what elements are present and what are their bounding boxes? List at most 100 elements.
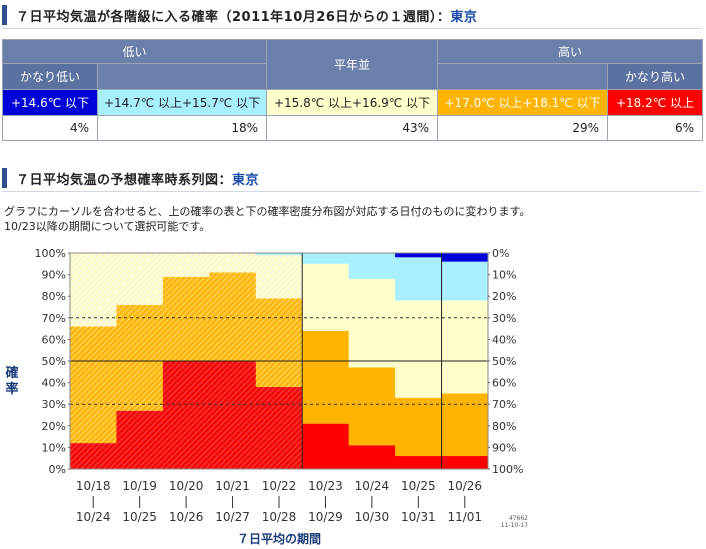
bar-segment-very-low <box>441 253 489 262</box>
header-bar <box>2 5 7 25</box>
x-tick-end: 10/28 <box>262 510 297 524</box>
y-axis-label: 率 <box>5 381 18 397</box>
title-text: ７日平均気温が各階級に入る確率（2011年10月26日からの１週間）： <box>16 10 451 25</box>
x-tick-end: 10/26 <box>169 510 204 524</box>
group-normal: 平年並 <box>266 39 439 90</box>
y-tick-label-right: 40% <box>492 333 516 346</box>
bar-segment-normal <box>209 253 257 273</box>
x-tick-end: 10/25 <box>122 510 157 524</box>
description-line-1: グラフにカーソルを合わせると、上の確率の表と下の確率密度分布図が対応する日付のも… <box>4 205 531 218</box>
bar-segment-high <box>209 272 257 361</box>
sub-very-low: かなり低い <box>2 63 98 90</box>
x-tick-start: 10/24 <box>355 479 390 493</box>
pct-high: 29% <box>437 115 609 141</box>
plot-frame <box>69 252 489 470</box>
x-tick-start: 10/18 <box>76 479 111 493</box>
bar-segment-normal <box>255 255 303 299</box>
x-axis-label: ７日平均の期間 <box>237 531 321 546</box>
title-text: ７日平均気温の予想確率時系列図： <box>16 173 233 188</box>
y-axis-label: 確 <box>5 365 18 381</box>
x-tick-end: 10/24 <box>76 510 111 524</box>
y-tick-label-left: 40% <box>42 377 66 390</box>
y-tick-label-right: 80% <box>492 420 516 433</box>
bar-segment-high <box>116 304 164 411</box>
bar-segment-high <box>70 326 117 444</box>
x-tick-end: 10/29 <box>308 510 343 524</box>
pct-low: 18% <box>96 115 268 141</box>
description-line-2: 10/23以降の期間について選択可能です。 <box>4 220 211 233</box>
header-bar <box>2 168 7 188</box>
group-low: 低い <box>1 39 268 64</box>
range-high: +17.0℃ 以上+18.1℃ 以下 <box>437 89 609 116</box>
bar-segment-high <box>348 367 396 446</box>
bar-segment-very-low <box>395 253 443 258</box>
bar-segment-very-high <box>441 456 489 469</box>
bar-segment-low <box>348 253 396 279</box>
probability-table: 低い 平年並 高い かなり低い かなり高い +14.6℃ 以下 +14.7℃ 以… <box>1 39 704 141</box>
range-very-high: +18.2℃ 以上 <box>607 89 704 116</box>
y-tick-label-left: 0% <box>49 463 66 476</box>
pct-very-low: 4% <box>2 115 98 141</box>
y-tick-label-left: 90% <box>42 269 66 282</box>
bar-segment-very-high <box>116 410 164 469</box>
bar-segment-high <box>395 397 443 457</box>
bar-segment-very-high <box>302 423 350 469</box>
bar-segment-low <box>255 253 303 256</box>
section-header-timeseries: ７日平均気温の予想確率時系列図：東京 <box>2 165 702 192</box>
range-normal: +15.8℃ 以上+16.9℃ 以下 <box>266 89 439 116</box>
bar-segment-very-high <box>70 443 117 469</box>
y-tick-label-left: 20% <box>42 420 66 433</box>
bar-segment-normal <box>441 300 489 394</box>
y-tick-label-right: 30% <box>492 312 516 325</box>
bar-segment-very-high <box>395 456 443 469</box>
y-tick-label-left: 10% <box>42 441 66 454</box>
bar-segment-very-high <box>162 361 210 469</box>
bar-segment-normal <box>348 278 396 368</box>
x-tick-end: 10/30 <box>355 510 390 524</box>
y-tick-label-left: 30% <box>42 398 66 411</box>
x-tick-end: 10/27 <box>215 510 250 524</box>
x-tick-end: 11/01 <box>447 510 482 524</box>
y-tick-label-right: 100% <box>492 463 523 476</box>
city-name: 東京 <box>232 173 260 188</box>
y-tick-label-right: 20% <box>492 290 516 303</box>
sub-very-high: かなり高い <box>607 63 704 90</box>
section-title: ７日平均気温の予想確率時系列図：東京 <box>16 169 259 188</box>
y-tick-label-left: 70% <box>42 312 66 325</box>
bar-segment-low <box>302 253 350 264</box>
y-tick-label-right: 50% <box>492 355 516 368</box>
pct-very-high: 6% <box>607 115 704 141</box>
y-tick-label-right: 90% <box>492 441 516 454</box>
bar-segment-normal <box>116 253 164 305</box>
bar-segment-low <box>441 261 489 301</box>
bar-segment-normal <box>162 253 210 277</box>
y-tick-label-right: 10% <box>492 269 516 282</box>
bar-segment-very-high <box>209 361 257 469</box>
section-title: ７日平均気温が各階級に入る確率（2011年10月26日からの１週間）：東京 <box>16 6 477 25</box>
x-tick-start: 10/20 <box>169 479 204 493</box>
range-very-low: +14.6℃ 以下 <box>2 89 98 116</box>
sub-low-empty <box>96 63 268 90</box>
bar-segment-normal <box>302 263 350 331</box>
section-header-probability: ７日平均気温が各階級に入る確率（2011年10月26日からの１週間）：東京 <box>2 2 702 29</box>
bar-segment-very-high <box>255 386 303 469</box>
bar-segment-very-high <box>348 445 396 469</box>
y-tick-label-left: 80% <box>42 290 66 303</box>
bar-segment-high <box>162 276 210 361</box>
bar-segment-high <box>255 298 303 387</box>
x-tick-start: 10/23 <box>308 479 343 493</box>
bar-segment-high <box>302 330 350 424</box>
bar-segment-normal <box>70 253 117 327</box>
bar-segment-high <box>441 393 489 457</box>
y-tick-label-left: 60% <box>42 333 66 346</box>
y-tick-label-left: 50% <box>42 355 66 368</box>
group-high: 高い <box>437 39 704 64</box>
bar-segment-normal <box>395 300 443 398</box>
pct-normal: 43% <box>266 115 439 141</box>
city-name: 東京 <box>450 10 478 25</box>
x-tick-start: 10/19 <box>122 479 157 493</box>
x-tick-start: 10/25 <box>401 479 436 493</box>
x-tick-start: 10/21 <box>215 479 250 493</box>
y-tick-label-right: 70% <box>492 398 516 411</box>
y-tick-label-left: 100% <box>35 247 66 260</box>
